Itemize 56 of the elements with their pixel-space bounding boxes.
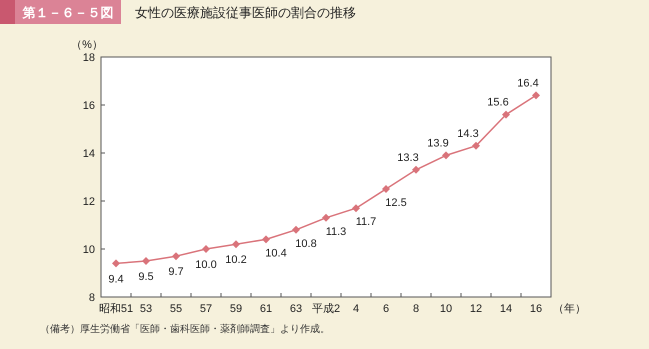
x-tick-label: 61 — [260, 303, 272, 315]
x-tick-label: 63 — [290, 303, 302, 315]
data-label: 16.4 — [517, 77, 539, 90]
point — [172, 252, 180, 260]
x-tick-label: 57 — [200, 303, 212, 315]
x-tick-label: 59 — [230, 303, 242, 315]
x-tick-label: 平成2 — [312, 302, 340, 315]
text: （備考）厚生労働省「医師・歯科医師・薬剤師調査」より作成。 — [40, 323, 330, 335]
point — [322, 214, 330, 222]
point — [112, 259, 120, 268]
x-tick-label: 4 — [352, 303, 360, 315]
y-axis-title: （%） — [71, 39, 103, 51]
x-tick-label: 6 — [382, 303, 390, 315]
y-tick-label: 14 — [82, 148, 95, 160]
point — [232, 240, 240, 248]
data-label: 9.5 — [138, 271, 154, 283]
y-tick-label: 16 — [82, 100, 95, 112]
point — [412, 166, 420, 174]
point — [472, 142, 480, 150]
data-label: 10.4 — [265, 247, 287, 260]
y-tick-label: 8 — [88, 292, 95, 304]
data-label: 12.5 — [385, 197, 407, 209]
point — [352, 204, 360, 212]
data-label: 13.9 — [427, 137, 449, 150]
point — [382, 185, 390, 193]
x-tick-label: 昭和51 — [98, 302, 134, 315]
point — [502, 110, 510, 119]
chart-title: 第１－６－５図 — [22, 5, 114, 20]
data-label: 14.3 — [457, 128, 479, 140]
x-tick-label: 12 — [470, 303, 482, 315]
chart-subtitle: 女性の医療施設従事医師の割合の推移 — [135, 5, 356, 20]
point — [262, 235, 270, 244]
data-label: 13.3 — [397, 152, 419, 164]
point — [142, 257, 150, 265]
data-label: 11.7 — [356, 216, 376, 228]
point — [532, 91, 540, 100]
data-label: 10.0 — [195, 259, 217, 271]
data-label: 10.2 — [225, 254, 247, 266]
point — [442, 151, 450, 160]
point — [292, 226, 300, 234]
data-label: 11.3 — [326, 226, 346, 238]
y-tick-label: 12 — [82, 196, 95, 208]
x-tick-label: 14 — [500, 303, 512, 315]
x-tick-label: 55 — [170, 303, 182, 315]
data-label: 9.4 — [108, 273, 124, 286]
data-label: 10.8 — [295, 238, 317, 250]
data-label: 9.7 — [168, 266, 184, 278]
x-tick-label: 53 — [140, 303, 152, 315]
x-tick-label: 10 — [440, 303, 452, 315]
x-tick-label: 8 — [412, 303, 420, 315]
data-label: 15.6 — [487, 96, 509, 109]
x-tick-label: 16 — [530, 303, 542, 315]
point — [202, 245, 210, 253]
y-tick-label: 18 — [82, 52, 95, 64]
y-tick-label: 10 — [82, 244, 95, 256]
x-axis-title: （年） — [553, 303, 586, 315]
